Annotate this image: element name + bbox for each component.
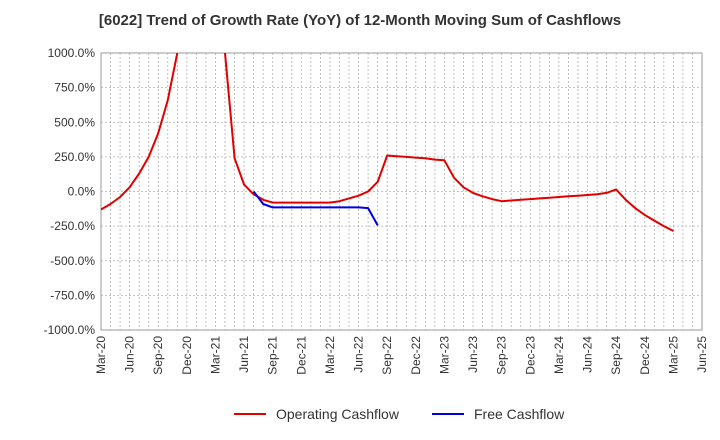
legend-label: Operating Cashflow [276,406,400,422]
y-tick-label: 1000.0% [48,46,96,60]
legend-item: Free Cashflow [432,406,565,422]
y-tick-label: 250.0% [54,150,95,164]
x-tick-label: Sep-21 [266,336,280,375]
series-operating-cashflow [101,53,674,232]
y-tick-label: 500.0% [54,115,95,129]
x-tick-label: Dec-23 [523,336,537,375]
y-tick-label: -500.0% [50,254,95,268]
x-tick-label: Mar-22 [323,336,337,374]
x-tick-label: Jun-23 [466,336,480,373]
x-tick-label: Jun-22 [352,336,366,373]
x-tick-label: Mar-21 [208,336,222,374]
x-tick-label: Mar-20 [94,336,108,374]
x-tick-label: Mar-24 [552,336,566,374]
legend: Operating Cashflow Free Cashflow [234,406,565,422]
x-tick-label: Sep-24 [609,336,623,375]
x-tick-label: Sep-22 [380,336,394,375]
x-axis-ticks: Mar-20 Jun-20 Sep-20 Dec-20 Mar-21 Jun-21 Sep-… [94,336,709,375]
y-tick-label: -1000.0% [44,323,96,337]
x-tick-label: Jun-20 [123,336,137,373]
plot-area-frame [100,52,703,331]
x-tick-label: Sep-23 [495,336,509,375]
y-tick-label: -750.0% [50,288,95,302]
y-tick-label: 750.0% [54,81,95,95]
x-tick-label: Jun-25 [695,336,709,373]
x-tick-label: Mar-23 [437,336,451,374]
series-free-cashflow [252,190,379,226]
y-axis-ticks: 1000.0% 750.0% 500.0% 250.0% 0.0% -250.0% -500… [44,46,96,337]
x-tick-label: Dec-24 [638,336,652,375]
x-tick-label: Dec-21 [294,336,308,375]
series-line [224,53,674,232]
y-tick-label: -250.0% [50,219,95,233]
x-tick-label: Jun-21 [237,336,251,373]
legend-item: Operating Cashflow [234,406,400,422]
x-tick-label: Dec-20 [180,336,194,375]
x-tick-label: Dec-22 [409,336,423,375]
x-tick-label: Mar-25 [666,336,680,374]
chart-title: [6022] Trend of Growth Rate (YoY) of 12-… [99,12,621,29]
legend-label: Free Cashflow [474,406,565,422]
x-tick-label: Sep-20 [151,336,165,375]
x-tick-label: Jun-24 [581,336,595,373]
series-line [252,190,379,226]
y-tick-label: 0.0% [68,185,96,199]
series-layer [101,53,674,232]
